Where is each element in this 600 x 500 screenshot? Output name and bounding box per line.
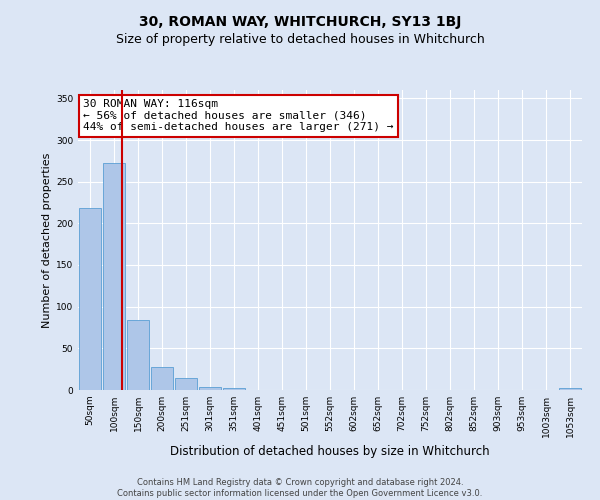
Bar	[559, 388, 581, 390]
Text: Contains HM Land Registry data © Crown copyright and database right 2024.
Contai: Contains HM Land Registry data © Crown c…	[118, 478, 482, 498]
Bar	[103, 164, 125, 390]
Text: Size of property relative to detached houses in Whitchurch: Size of property relative to detached ho…	[116, 32, 484, 46]
Y-axis label: Number of detached properties: Number of detached properties	[42, 152, 52, 328]
Bar	[127, 320, 149, 390]
Bar	[223, 388, 245, 390]
Bar	[175, 378, 197, 390]
Text: 30, ROMAN WAY, WHITCHURCH, SY13 1BJ: 30, ROMAN WAY, WHITCHURCH, SY13 1BJ	[139, 15, 461, 29]
X-axis label: Distribution of detached houses by size in Whitchurch: Distribution of detached houses by size …	[170, 446, 490, 458]
Bar	[151, 366, 173, 390]
Bar	[79, 208, 101, 390]
Bar	[199, 386, 221, 390]
Text: 30 ROMAN WAY: 116sqm
← 56% of detached houses are smaller (346)
44% of semi-deta: 30 ROMAN WAY: 116sqm ← 56% of detached h…	[83, 99, 394, 132]
